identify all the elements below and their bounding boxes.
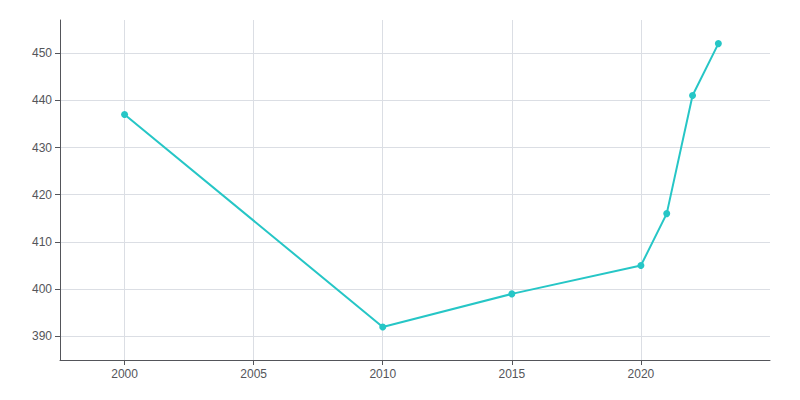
svg-text:2005: 2005 — [240, 367, 267, 381]
svg-text:450: 450 — [32, 46, 52, 60]
svg-text:440: 440 — [32, 93, 52, 107]
svg-text:2010: 2010 — [369, 367, 396, 381]
svg-text:420: 420 — [32, 188, 52, 202]
svg-text:2020: 2020 — [628, 367, 655, 381]
svg-text:400: 400 — [32, 282, 52, 296]
svg-text:430: 430 — [32, 141, 52, 155]
svg-text:410: 410 — [32, 235, 52, 249]
svg-text:2015: 2015 — [498, 367, 525, 381]
svg-text:2000: 2000 — [111, 367, 138, 381]
svg-text:390: 390 — [32, 329, 52, 343]
